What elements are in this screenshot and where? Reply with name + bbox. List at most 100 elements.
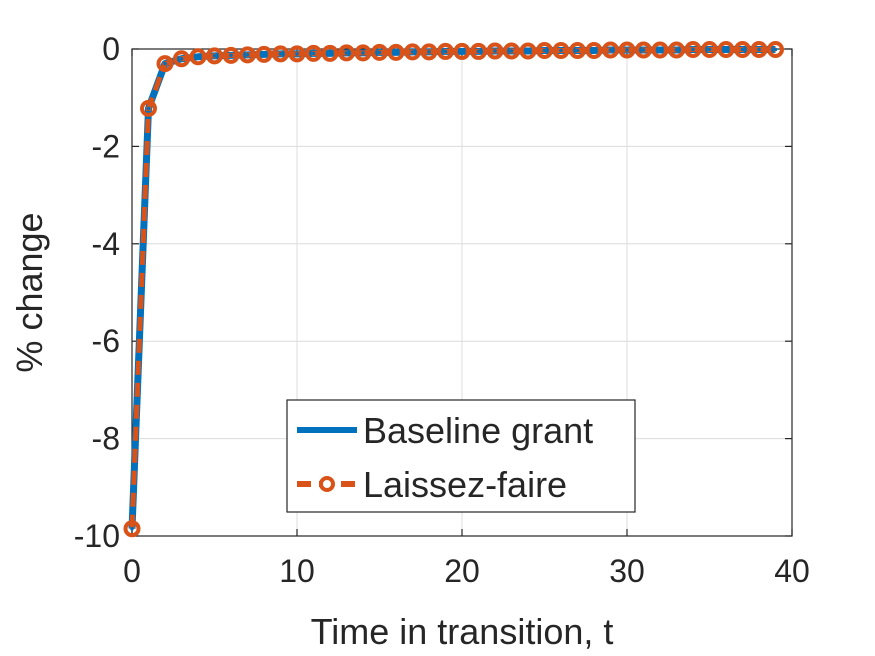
laissez-faire-point (189, 48, 207, 66)
baseline-grant-point (674, 48, 679, 52)
laissez-faire-point (272, 45, 289, 63)
y-tick-label: -10 (74, 518, 120, 554)
legend-label-laissez-faire: Laissez-faire (363, 464, 567, 505)
laissez-faire-point (734, 40, 751, 58)
laissez-faire-point (255, 45, 273, 63)
baseline-grant-point (641, 48, 646, 52)
baseline-grant-point (707, 47, 712, 52)
baseline-grant-point (344, 51, 349, 55)
laissez-faire-point (701, 40, 718, 58)
laissez-faire-point (156, 55, 174, 73)
laissez-faire-point (536, 41, 553, 59)
y-tick-label: -4 (92, 226, 120, 262)
laissez-faire-point (602, 41, 619, 59)
baseline-grant-point (476, 49, 481, 54)
baseline-grant-point (361, 51, 365, 55)
laissez-faire-point (569, 41, 586, 59)
baseline-grant-point (410, 50, 415, 54)
baseline-grant-point (493, 49, 497, 53)
baseline-grant-point (262, 52, 266, 57)
axis-ticks: 0 10 20 30 40 0 -2 -4 -6 -8 -10 (74, 31, 810, 589)
baseline-grant-point (278, 52, 283, 56)
baseline-grant-point (229, 53, 233, 58)
baseline-grant-point (608, 48, 613, 52)
baseline-grant-point (724, 47, 728, 52)
baseline-grant-point (691, 47, 695, 52)
baseline-grant-point (757, 47, 761, 52)
baseline-grant-point (526, 49, 530, 53)
baseline-grant-point (559, 48, 563, 53)
laissez-faire-point (173, 50, 190, 68)
x-axis-label: Time in transition, t (311, 611, 614, 652)
baseline-grant-point (146, 106, 151, 111)
baseline-grant-point (394, 50, 398, 55)
laissez-faire-point (222, 46, 240, 64)
baseline-grant-point (625, 48, 629, 52)
baseline-grant-point (592, 48, 596, 53)
baseline-grant-point (575, 48, 580, 53)
laissez-faire-point (618, 41, 636, 59)
baseline-grant-point (179, 56, 184, 61)
laissez-faire-point (717, 40, 735, 58)
y-axis-label: % change (9, 212, 50, 372)
laissez-faire-point (206, 47, 223, 65)
laissez-faire-point (486, 42, 504, 60)
baseline-grant-point (542, 48, 547, 53)
laissez-faire-point (338, 44, 355, 62)
baseline-grant-point (460, 49, 464, 54)
laissez-faire-point (387, 43, 405, 61)
laissez-faire-point (321, 44, 339, 62)
legend: Baseline grant Laissez-faire (286, 399, 636, 513)
x-tick-label: 20 (444, 553, 480, 589)
x-tick-label: 40 (774, 553, 810, 589)
baseline-grant-point (212, 54, 217, 58)
laissez-faire-point (354, 44, 372, 62)
baseline-grant-point (130, 526, 134, 531)
laissez-faire-point (651, 41, 669, 59)
legend-label-baseline-grant: Baseline grant (363, 410, 593, 451)
baseline-grant-point (427, 50, 431, 54)
baseline-grant-point (443, 49, 448, 54)
y-tick-label: -6 (92, 323, 120, 359)
x-tick-label: 0 (123, 553, 141, 589)
laissez-faire-point (288, 45, 306, 63)
laissez-faire-point (371, 43, 388, 61)
laissez-faire-point (420, 43, 438, 61)
baseline-grant-point (377, 50, 382, 55)
x-tick-label: 30 (609, 553, 645, 589)
laissez-faire-point (404, 43, 421, 61)
legend-box (286, 399, 636, 513)
y-tick-label: -2 (92, 128, 120, 164)
x-tick-label: 10 (279, 553, 315, 589)
baseline-grant-point (740, 47, 745, 52)
laissez-faire-point (453, 42, 471, 60)
laissez-faire-point (503, 42, 520, 60)
baseline-grant-point (311, 51, 316, 56)
laissez-faire-point (140, 99, 157, 117)
y-tick-label: 0 (102, 31, 120, 67)
baseline-grant-point (773, 47, 778, 52)
laissez-faire-point (585, 41, 603, 59)
laissez-faire-point (684, 40, 702, 58)
laissez-faire-point (305, 44, 322, 62)
laissez-faire-point (437, 42, 454, 60)
baseline-grant-point (295, 52, 299, 56)
baseline-grant-point (509, 49, 514, 53)
baseline-grant-point (328, 51, 332, 56)
laissez-faire-point (123, 520, 141, 538)
laissez-faire-point (470, 42, 487, 60)
baseline-grant-point (245, 53, 250, 57)
legend-marker-laissez-faire (319, 476, 335, 492)
laissez-faire-point (767, 40, 784, 58)
laissez-faire-point (668, 41, 685, 59)
laissez-faire-point (519, 42, 537, 60)
y-tick-label: -8 (92, 421, 120, 457)
laissez-faire-point (552, 41, 570, 59)
series-layer (123, 40, 784, 538)
laissez-faire-point (635, 41, 652, 59)
baseline-grant-point (658, 48, 662, 52)
laissez-faire-point (239, 46, 256, 64)
baseline-grant-point (196, 54, 200, 59)
laissez-faire-point (750, 40, 768, 58)
